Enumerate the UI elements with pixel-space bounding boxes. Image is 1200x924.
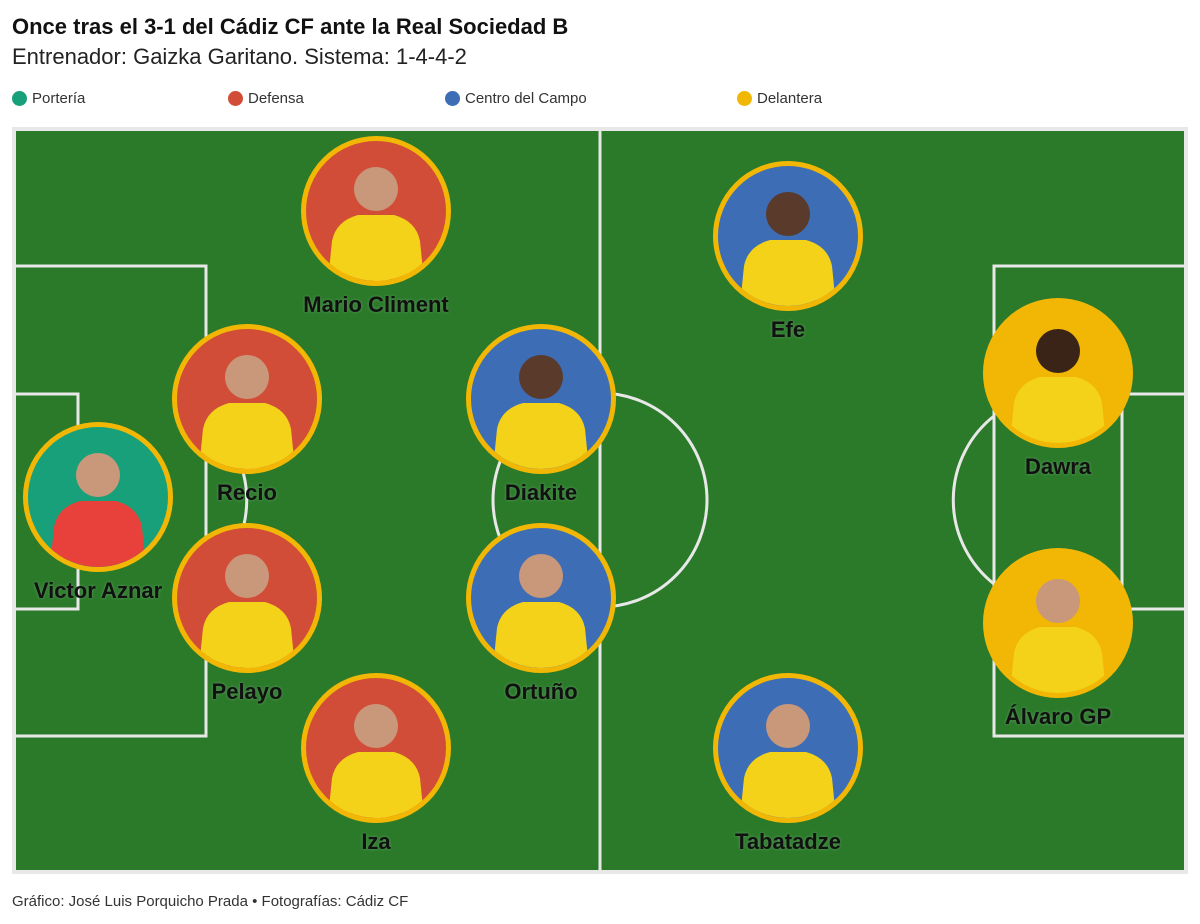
player-silhouette-icon — [328, 704, 424, 818]
player-silhouette-icon — [328, 167, 424, 281]
player-photo — [713, 673, 863, 823]
player-photo — [713, 161, 863, 311]
chart-title: Once tras el 3-1 del Cádiz CF ante la Re… — [12, 14, 569, 39]
player-name: Ortuño — [504, 679, 578, 704]
player-name: Dawra — [1024, 454, 1092, 479]
player-silhouette-icon — [493, 554, 589, 668]
legend-dot-centro — [445, 91, 460, 106]
player-card-tabatadze[interactable]: Tabatadze — [708, 673, 868, 855]
player-name: Recio — [217, 480, 277, 505]
player-silhouette-icon — [199, 554, 295, 668]
player-silhouette-icon — [1010, 329, 1106, 443]
player-photo — [301, 673, 451, 823]
player-silhouette-icon — [1010, 579, 1106, 693]
player-name: Iza — [361, 829, 391, 854]
legend-dot-porteria — [12, 91, 27, 106]
player-name: Mario Climent — [303, 292, 449, 317]
legend-dot-defensa — [228, 91, 243, 106]
left-penalty-area — [16, 264, 208, 738]
player-name: Diakite — [504, 480, 578, 505]
right-goal-area — [1120, 392, 1184, 611]
player-card-recio[interactable]: Recio — [167, 324, 327, 506]
player-silhouette-icon — [740, 192, 836, 306]
player-card-ortuno[interactable]: Ortuño — [461, 523, 621, 705]
player-name: Álvaro GP — [1004, 704, 1112, 729]
player-card-diakite[interactable]: Diakite — [461, 324, 621, 506]
player-silhouette-icon — [50, 453, 146, 567]
player-card-iza[interactable]: Iza — [296, 673, 456, 855]
player-photo — [23, 422, 173, 572]
player-name: Pelayo — [211, 679, 283, 704]
player-card-alvaro-gp[interactable]: Álvaro GP — [978, 548, 1138, 730]
football-pitch: Victor Aznar Mario Climent Recio Pelay — [12, 127, 1188, 874]
legend: Portería Defensa Centro del Campo Delant… — [0, 90, 1200, 112]
player-name: Tabatadze — [735, 829, 841, 854]
player-name: Victor Aznar — [33, 578, 163, 603]
player-silhouette-icon — [199, 355, 295, 469]
legend-item-centro: Centro del Campo — [445, 90, 587, 107]
player-photo — [983, 298, 1133, 448]
right-penalty-area — [992, 264, 1184, 738]
player-photo — [466, 523, 616, 673]
player-card-pelayo[interactable]: Pelayo — [167, 523, 327, 705]
legend-item-defensa: Defensa — [228, 90, 304, 107]
footer-credit: Gráfico: José Luis Porquicho Prada • Fot… — [12, 893, 409, 910]
player-card-efe[interactable]: Efe — [708, 161, 868, 343]
chart-subtitle: Entrenador: Gaizka Garitano. Sistema: 1-… — [12, 44, 467, 69]
player-silhouette-icon — [740, 704, 836, 818]
player-photo — [983, 548, 1133, 698]
player-photo — [466, 324, 616, 474]
legend-item-delantera: Delantera — [737, 90, 822, 107]
right-penalty-arc — [951, 414, 995, 586]
legend-item-porteria: Portería — [12, 90, 85, 107]
player-photo — [172, 324, 322, 474]
player-silhouette-icon — [493, 355, 589, 469]
player-card-victor-aznar[interactable]: Victor Aznar — [18, 422, 178, 604]
legend-dot-delantera — [737, 91, 752, 106]
player-name: Efe — [770, 317, 806, 342]
player-photo — [301, 136, 451, 286]
legend-label: Portería — [32, 90, 86, 107]
legend-label: Defensa — [248, 90, 304, 107]
legend-label: Centro del Campo — [465, 90, 587, 107]
player-card-mario-climent[interactable]: Mario Climent — [296, 136, 456, 318]
legend-label: Delantera — [757, 90, 823, 107]
player-card-dawra[interactable]: Dawra — [978, 298, 1138, 480]
player-photo — [172, 523, 322, 673]
